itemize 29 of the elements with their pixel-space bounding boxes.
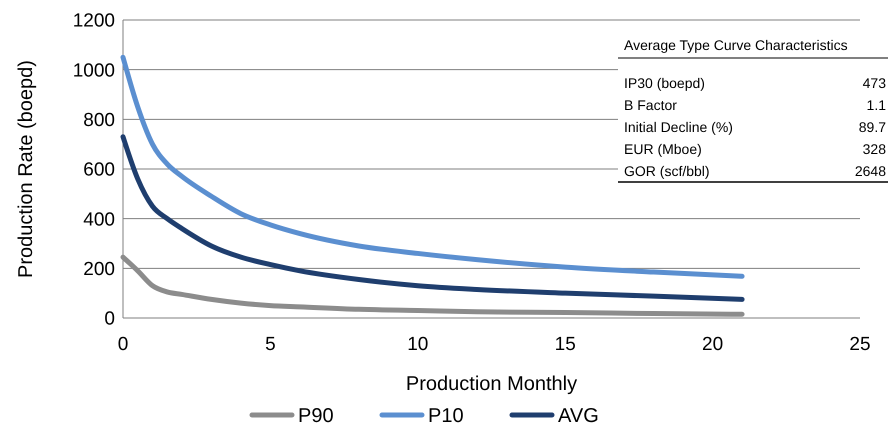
annotation: EUR (Mboe) — [624, 141, 702, 157]
y-tick-label: 400 — [83, 209, 115, 230]
legend-label: P90 — [298, 405, 334, 427]
text: 328 — [862, 141, 886, 157]
y-tick-label: 200 — [83, 258, 115, 280]
y-tick-label: 1000 — [72, 60, 115, 82]
x-tick-label: 10 — [407, 334, 428, 355]
text: 473 — [862, 75, 886, 91]
annotation: 2648 — [854, 163, 886, 179]
y-tick-label: 0 — [104, 308, 115, 330]
x-axis-title: Production Monthly — [406, 373, 578, 395]
annotation: Average Type Curve Characteristics — [624, 37, 848, 53]
annotation: IP30 (boepd) — [624, 75, 705, 91]
x-tick-label: 15 — [554, 334, 576, 355]
text: 1.1 — [866, 97, 886, 113]
annotation: GOR (scf/bbl) — [624, 163, 710, 179]
y-tick-label: 600 — [83, 160, 115, 181]
legend-label: AVG — [558, 405, 599, 427]
y-tick-label: 800 — [83, 110, 115, 131]
y-axis-title: Production Rate (boepd) — [15, 60, 37, 278]
x-tick-label: 20 — [702, 334, 724, 355]
legend-label: P10 — [428, 405, 464, 427]
annotation: Initial Decline (%) — [624, 119, 733, 135]
annotation: 89.7 — [858, 119, 886, 135]
x-tick-label: 5 — [265, 334, 276, 355]
x-tick-label: 25 — [849, 334, 871, 355]
y-tick-label: 1200 — [72, 10, 115, 32]
annotation: B Factor — [624, 97, 678, 113]
x-tick-label: 0 — [118, 334, 128, 355]
